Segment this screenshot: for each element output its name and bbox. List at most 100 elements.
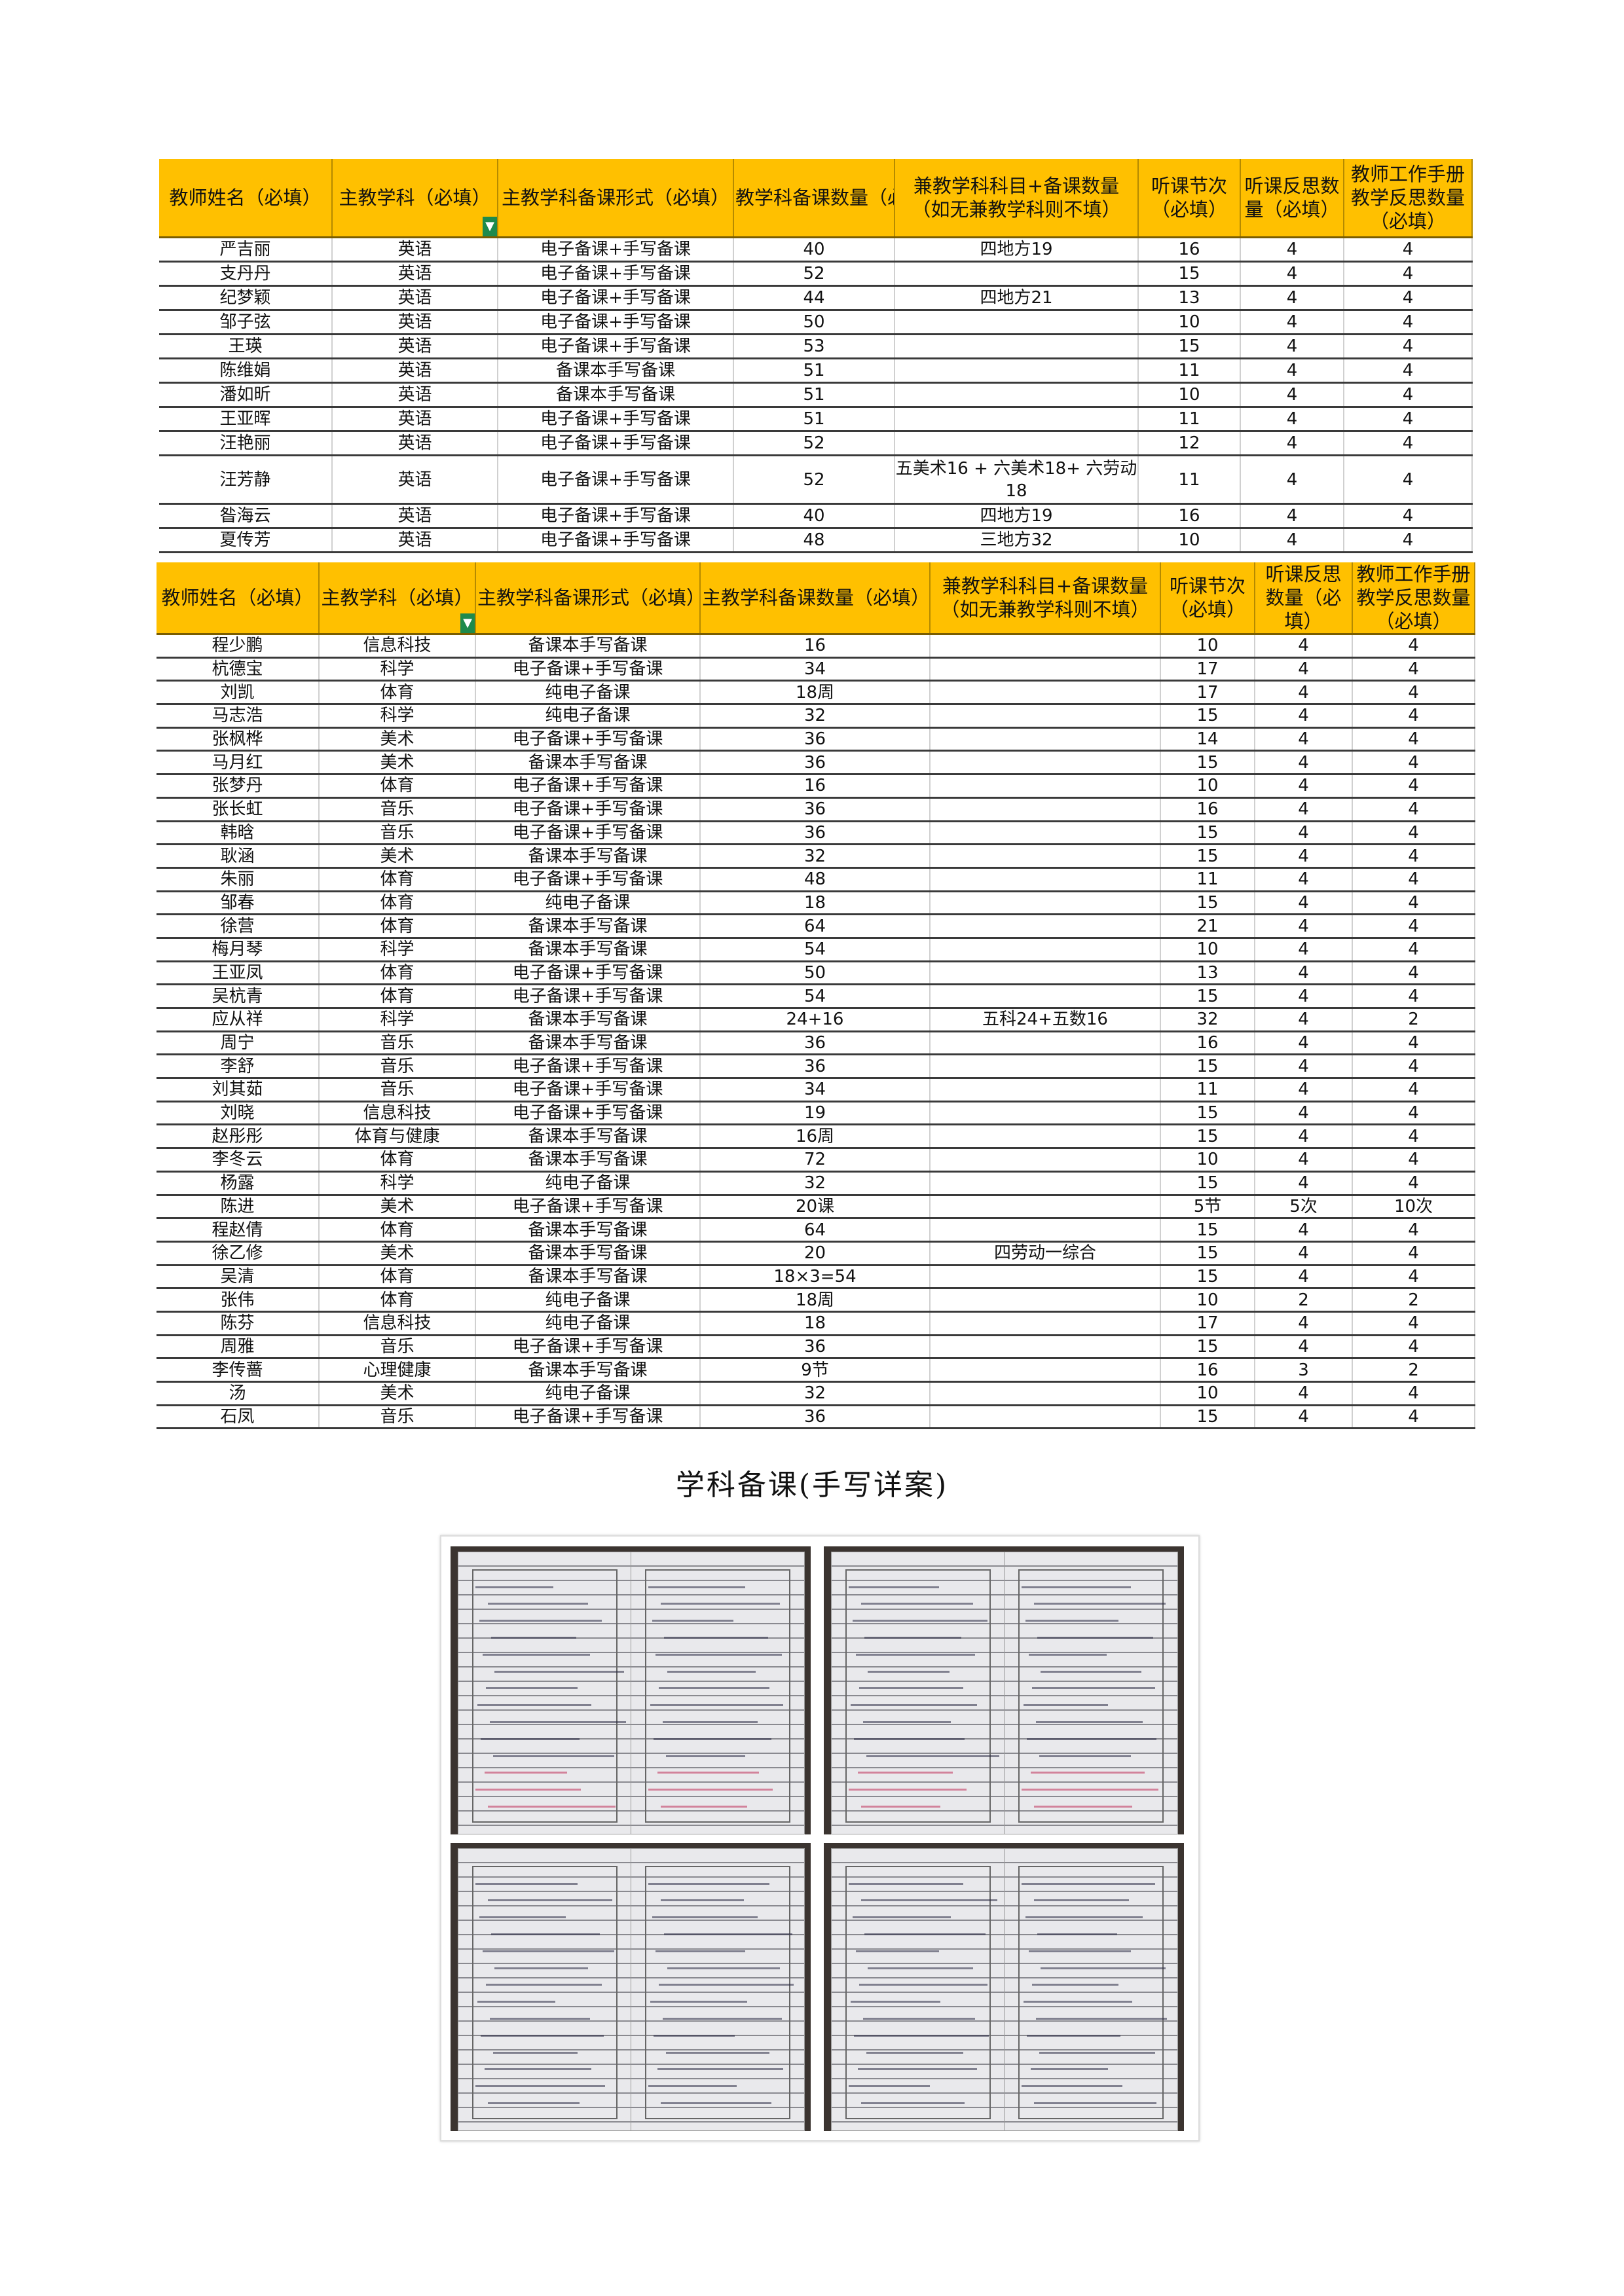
cell-handbook-reflection-count: 4 [1344, 334, 1473, 359]
cell-extra-subject [930, 891, 1161, 916]
cell-prep-format: 电子备课+手写备课 [498, 528, 734, 553]
cell-observation-reflection-count: 4 [1240, 503, 1344, 529]
cell-observation-count: 15 [1160, 704, 1255, 729]
cell-main-subject: 体育 [319, 680, 476, 706]
cell-main-subject: 英语 [332, 503, 498, 529]
cell-teacher-name: 邹子弦 [159, 310, 333, 335]
cell-prep-count: 72 [700, 1148, 931, 1173]
cell-handbook-reflection-count: 4 [1352, 867, 1475, 892]
table-row: 李传蔷 心理健康 备课本手写备课 9节 16 3 2 [157, 1358, 1475, 1383]
header-label: 听课反思数量（必填） [1244, 175, 1340, 221]
cell-extra-subject [930, 1381, 1161, 1406]
cell-main-subject: 体育 [319, 914, 476, 939]
cell-handbook-reflection-count: 4 [1352, 657, 1475, 682]
cell-main-subject: 美术 [319, 1381, 476, 1406]
cell-observation-reflection-count: 4 [1255, 797, 1353, 822]
cell-prep-count: 24+16 [700, 1008, 931, 1032]
cell-observation-count: 15 [1160, 1335, 1255, 1360]
cell-extra-subject: 五科24+五数16 [930, 1008, 1161, 1032]
cell-prep-count: 18 [700, 1311, 931, 1336]
cell-extra-subject [930, 984, 1161, 1009]
cell-prep-count: 48 [733, 528, 895, 553]
cell-observation-count: 13 [1160, 961, 1255, 986]
table-row: 徐乙修 美术 备课本手写备课 20 四劳动一综合 15 4 4 [157, 1241, 1475, 1266]
cell-prep-count: 51 [733, 382, 895, 408]
filter-icon[interactable]: ▼ [460, 613, 474, 632]
header-prep-format: 主教学科备课形式（必填） [475, 562, 701, 635]
cell-prep-count: 52 [733, 431, 895, 456]
cell-teacher-name: 汤 [157, 1381, 320, 1406]
table-row: 李舒 音乐 电子备课+手写备课 36 15 4 4 [157, 1054, 1475, 1080]
cell-teacher-name: 纪梦颖 [159, 285, 333, 311]
cell-observation-count: 15 [1138, 261, 1241, 287]
cell-extra-subject [930, 774, 1161, 799]
cell-teacher-name: 赵彤彤 [157, 1124, 320, 1150]
cell-prep-format: 电子备课+手写备课 [475, 1078, 701, 1102]
notebook-page [831, 1848, 1005, 2131]
cell-extra-subject [930, 821, 1161, 846]
table-row: 应从祥 科学 备课本手写备课 24+16 五科24+五数16 32 4 2 [157, 1008, 1475, 1032]
cell-observation-reflection-count: 4 [1240, 358, 1344, 384]
cell-prep-format: 纯电子备课 [475, 704, 701, 729]
header-label: 听课反思数量（必填） [1265, 563, 1342, 632]
header-label: 主教学科备课形式（必填） [477, 587, 700, 609]
cell-prep-format: 备课本手写备课 [475, 750, 701, 776]
cell-main-subject: 体育 [319, 961, 476, 986]
cell-observation-count: 11 [1138, 407, 1241, 432]
cell-observation-reflection-count: 4 [1255, 1241, 1353, 1266]
cell-prep-format: 电子备课+手写备课 [475, 657, 701, 682]
table-row: 汪芳静 英语 电子备课+手写备课 52 五美术16 + 六美术18+ 六劳动18 11 4 4 [159, 455, 1473, 505]
cell-extra-subject [930, 938, 1161, 962]
table-row: 朱丽 体育 电子备课+手写备课 48 11 4 4 [157, 867, 1475, 892]
table-header-row: 教师姓名（必填） 主教学科（必填） ▼ 主教学科备课形式（必填） 主教学科备课数量（必填… [157, 562, 1475, 635]
cell-prep-count: 16 [700, 634, 931, 659]
cell-main-subject: 美术 [319, 727, 476, 752]
cell-observation-count: 15 [1160, 1054, 1255, 1080]
cell-observation-count: 15 [1160, 1218, 1255, 1243]
cell-prep-format: 备课本手写备课 [475, 844, 701, 869]
cell-teacher-name: 杨露 [157, 1171, 320, 1196]
cell-teacher-name: 耿涵 [157, 844, 320, 869]
cell-handbook-reflection-count: 4 [1352, 1311, 1475, 1336]
cell-prep-format: 纯电子备课 [475, 1381, 701, 1406]
cell-main-subject: 信息科技 [319, 634, 476, 659]
cell-observation-reflection-count: 4 [1255, 1405, 1353, 1430]
cell-observation-count: 17 [1160, 1311, 1255, 1336]
cell-handbook-reflection-count: 4 [1344, 382, 1473, 408]
cell-observation-count: 15 [1160, 1101, 1255, 1126]
cell-observation-reflection-count: 4 [1255, 984, 1353, 1009]
cell-prep-format: 备课本手写备课 [498, 382, 734, 408]
cell-prep-format: 电子备课+手写备课 [498, 261, 734, 287]
table-row: 杨露 科学 纯电子备课 32 15 4 4 [157, 1171, 1475, 1196]
cell-observation-reflection-count: 4 [1240, 528, 1344, 553]
cell-handbook-reflection-count: 4 [1352, 1124, 1475, 1150]
cell-extra-subject [895, 310, 1139, 335]
header-extra-subject: 兼教学科科目+备课数量（如无兼教学科则不填） [930, 562, 1161, 635]
cell-teacher-name: 昝海云 [159, 503, 333, 529]
cell-main-subject: 音乐 [319, 1078, 476, 1102]
cell-extra-subject [930, 1335, 1161, 1360]
cell-prep-format: 备课本手写备课 [475, 1031, 701, 1056]
cell-observation-count: 15 [1160, 1265, 1255, 1290]
header-label: 主教学科备课数量（必填） [702, 587, 930, 609]
cell-prep-count: 16周 [700, 1124, 931, 1150]
cell-extra-subject [930, 961, 1161, 986]
handwritten-lesson-plan-2-photo [824, 1546, 1184, 1834]
cell-observation-reflection-count: 4 [1255, 704, 1353, 729]
cell-prep-format: 电子备课+手写备课 [475, 984, 701, 1009]
cell-teacher-name: 张长虹 [157, 797, 320, 822]
cell-teacher-name: 程少鹏 [157, 634, 320, 659]
cell-observation-count: 16 [1160, 1031, 1255, 1056]
cell-prep-count: 40 [733, 237, 895, 263]
cell-handbook-reflection-count: 4 [1352, 1148, 1475, 1173]
cell-extra-subject [930, 1288, 1161, 1313]
cell-extra-subject [930, 1358, 1161, 1383]
cell-main-subject: 科学 [319, 704, 476, 729]
cell-main-subject: 科学 [319, 1008, 476, 1032]
cell-main-subject: 心理健康 [319, 1358, 476, 1383]
cell-observation-reflection-count: 4 [1255, 750, 1353, 776]
cell-observation-count: 11 [1160, 867, 1255, 892]
cell-main-subject: 音乐 [319, 1031, 476, 1056]
filter-icon[interactable]: ▼ [483, 217, 496, 236]
cell-prep-count: 48 [700, 867, 931, 892]
